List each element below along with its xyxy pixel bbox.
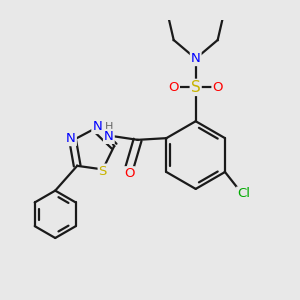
Text: O: O xyxy=(124,167,134,180)
Text: Cl: Cl xyxy=(237,188,250,200)
Text: N: N xyxy=(92,120,102,133)
Text: N: N xyxy=(66,132,76,145)
Text: S: S xyxy=(191,80,201,95)
Text: O: O xyxy=(168,81,179,94)
Text: O: O xyxy=(212,81,223,94)
Text: S: S xyxy=(99,165,107,178)
Text: N: N xyxy=(104,130,114,143)
Text: H: H xyxy=(105,122,113,132)
Text: N: N xyxy=(191,52,201,65)
